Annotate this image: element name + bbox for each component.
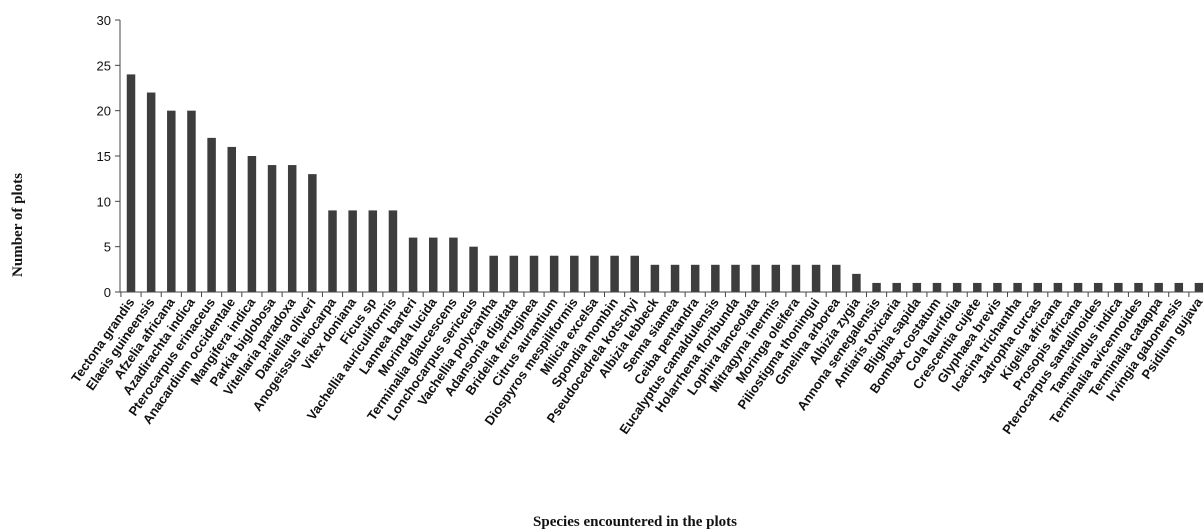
bar [791, 264, 801, 292]
bar [408, 237, 418, 292]
bar [187, 110, 196, 293]
bar [207, 137, 216, 292]
bar [610, 255, 619, 292]
bar [590, 255, 599, 292]
bar [1174, 282, 1184, 292]
bar [247, 156, 257, 292]
bar [368, 210, 378, 292]
bar [872, 282, 881, 292]
bar [852, 273, 861, 292]
y-tick-label: 30 [97, 13, 111, 28]
y-tick-label: 10 [97, 194, 111, 209]
bar [892, 282, 901, 292]
bar [348, 210, 357, 292]
bar [388, 210, 398, 292]
bar [328, 210, 337, 292]
axes-group [119, 20, 1203, 293]
bar [509, 255, 519, 292]
bar [1093, 282, 1103, 292]
bar [1053, 282, 1063, 292]
bar [1073, 282, 1083, 292]
bar [1134, 282, 1143, 292]
bar [1154, 282, 1163, 292]
bar [146, 92, 156, 293]
bar [126, 74, 136, 293]
bar [429, 237, 438, 292]
bar [529, 255, 539, 292]
bar [1194, 282, 1203, 292]
bar [1033, 282, 1042, 292]
y-tick-label: 20 [97, 104, 111, 119]
x-axis-title: Species encountered in the plots [533, 514, 737, 530]
y-tick-label: 15 [97, 149, 111, 164]
y-tick-label: 5 [104, 240, 111, 255]
bar [690, 264, 700, 292]
bar [1013, 282, 1022, 292]
bar [549, 255, 559, 292]
bar [711, 264, 720, 292]
bar [650, 264, 660, 292]
bar [670, 264, 680, 292]
bar [227, 146, 236, 292]
bar [973, 282, 982, 292]
bar [771, 264, 781, 292]
y-axis-title: Number of plots [10, 173, 26, 277]
bar [952, 282, 962, 292]
bar [832, 264, 841, 292]
bar [287, 165, 297, 292]
y-tick-label: 0 [104, 285, 111, 300]
y-tick-label: 25 [97, 58, 111, 73]
bar [308, 174, 317, 292]
bar [912, 282, 922, 292]
bar [1114, 282, 1123, 292]
bar [993, 282, 1002, 292]
bar [751, 264, 760, 292]
bar [932, 282, 942, 292]
bar [630, 255, 639, 292]
bar [731, 264, 740, 292]
bar [570, 255, 579, 292]
bar [811, 264, 821, 292]
bar [267, 165, 277, 292]
bar [167, 110, 176, 293]
bars-group [126, 74, 1203, 293]
y-ticks-group: 0 5 10 15 20 25 30 [97, 13, 120, 300]
bar [469, 246, 478, 292]
bar [489, 255, 498, 292]
bar [449, 237, 458, 292]
